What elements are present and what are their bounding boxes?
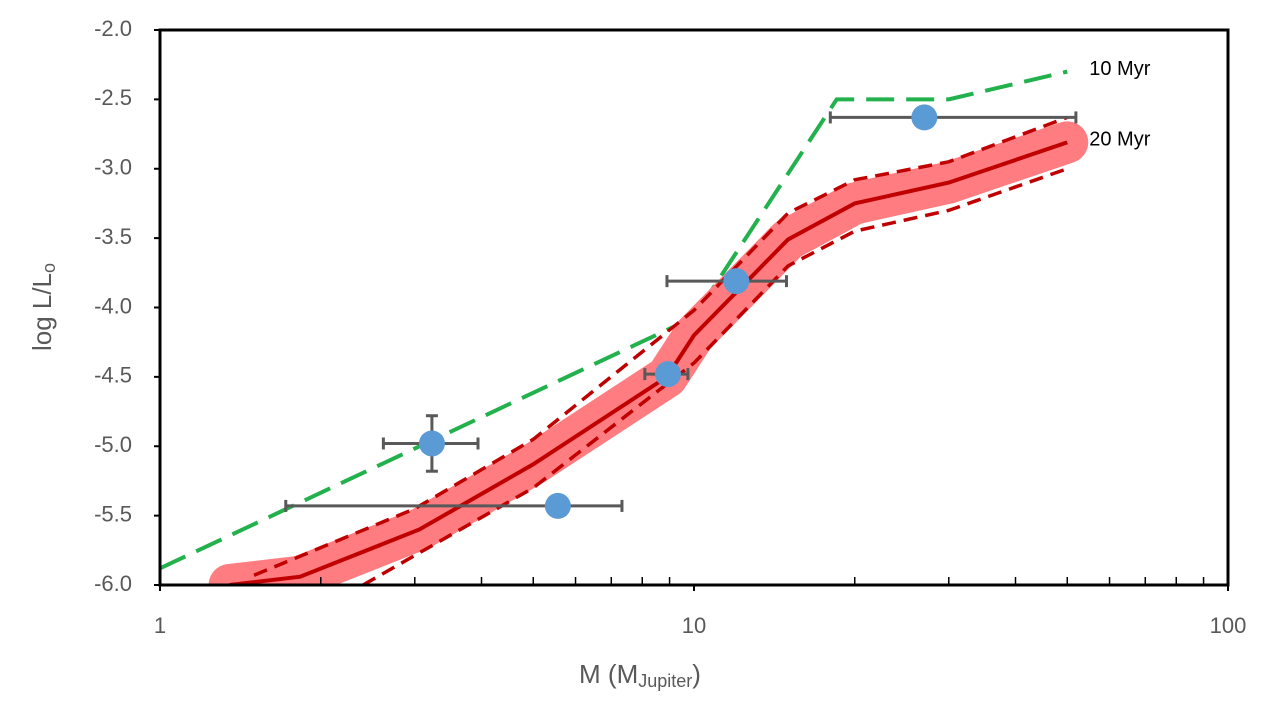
- y-tick-label: -4.0: [94, 293, 132, 318]
- data-point: [655, 361, 682, 388]
- y-tick-label: -6.0: [94, 571, 132, 596]
- model-line: [160, 69, 1068, 571]
- upper-bound-line: [253, 115, 1068, 577]
- y-tick-label: -4.5: [94, 363, 132, 388]
- y-axis-label: log L/Lo: [27, 263, 59, 351]
- y-tick-label: -2.5: [94, 85, 132, 110]
- x-axis-label: M (MJupiter): [579, 659, 701, 691]
- plot-area: [160, 69, 1089, 585]
- x-tick-label: 10: [682, 613, 706, 638]
- y-label-sub: o: [39, 263, 59, 273]
- data-point: [911, 104, 938, 131]
- x-label-sub: Jupiter: [638, 671, 692, 691]
- y-tick-label: -3.5: [94, 224, 132, 249]
- data-point: [544, 492, 571, 519]
- x-label-text: M (M: [579, 659, 638, 689]
- y-label-text: log L/L: [27, 273, 57, 351]
- y-tick-label: -3.0: [94, 155, 132, 180]
- x-tick-label: 1: [154, 613, 166, 638]
- y-tick-label: -2.0: [94, 16, 132, 41]
- y-tick-label: -5.0: [94, 432, 132, 457]
- data-point: [723, 268, 750, 295]
- lower-bound-line: [362, 167, 1068, 585]
- data-point: [418, 430, 445, 457]
- line-label: 20 Myr: [1089, 129, 1150, 151]
- line-label: 10 Myr: [1089, 58, 1150, 80]
- uncertainty-band: [208, 121, 1089, 585]
- y-tick-label: -5.5: [94, 501, 132, 526]
- x-label-end: ): [692, 659, 701, 689]
- model-line: [229, 140, 1068, 585]
- x-tick-label: 100: [1210, 613, 1247, 638]
